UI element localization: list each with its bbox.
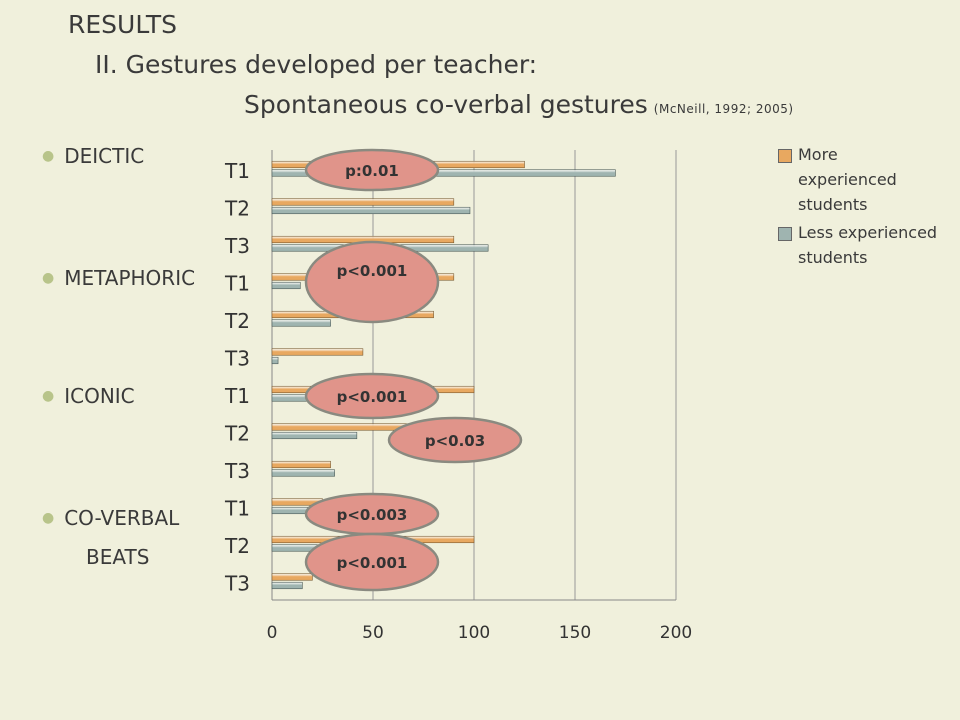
category-label: ICONIC: [64, 384, 135, 408]
slide-title: RESULTS: [68, 10, 177, 39]
category-deictic: ● DEICTIC: [42, 144, 144, 168]
x-tick-label: 150: [559, 623, 591, 643]
y-tick-label: T3: [224, 571, 250, 595]
y-tick-label: T1: [224, 384, 250, 408]
x-tick-label: 200: [660, 623, 692, 643]
y-tick-label: T1: [224, 496, 250, 520]
bar-less: [271, 281, 301, 290]
citation: (McNeill, 1992; 2005): [653, 102, 794, 116]
y-tick-label: T3: [224, 346, 250, 370]
category-label: DEICTIC: [64, 144, 145, 168]
p-value-label: p<0.001: [337, 554, 408, 572]
legend-label-less: Less experienced students: [798, 223, 938, 267]
p-value-label: p<0.001: [337, 262, 408, 280]
bullet-icon: ●: [42, 270, 55, 286]
bar-less: [271, 581, 303, 590]
slide-subtitle-2: Spontaneous co-verbal gestures (McNeill, …: [244, 90, 794, 119]
category-co-verbal: ● CO-VERBAL: [42, 506, 179, 530]
y-tick-label: T2: [224, 534, 250, 558]
p-value-ellipse: [304, 372, 440, 420]
y-tick-label: T1: [224, 271, 250, 295]
p-value-ellipse: [387, 416, 523, 464]
bullet-icon: ●: [42, 148, 55, 164]
bar-less: [271, 431, 358, 440]
category-label: BEATS: [86, 545, 150, 569]
bar-less: [271, 319, 331, 327]
subtitle-text: Spontaneous co-verbal gestures: [244, 90, 648, 119]
p-value-label: p:0.01: [345, 162, 399, 180]
category-metaphoric: ● METAPHORIC: [42, 266, 195, 290]
y-tick-label: T3: [224, 459, 250, 483]
legend-swatch-less: [778, 227, 792, 241]
bar-less: [271, 169, 616, 177]
x-tick-label: 100: [458, 623, 490, 643]
y-tick-label: T2: [224, 309, 250, 333]
legend-swatch-more: [778, 149, 792, 163]
bullet-icon: ●: [42, 510, 55, 526]
y-tick-label: T2: [224, 196, 250, 220]
bar-more: [271, 198, 455, 206]
p-value-label: p<0.003: [337, 506, 408, 524]
p-value-ellipse: [304, 240, 440, 324]
legend-label-more: More experienced students: [798, 145, 897, 214]
y-tick-label: T2: [224, 421, 250, 445]
x-tick-label: 0: [267, 623, 278, 643]
bar-less: [271, 356, 279, 365]
category-label: METAPHORIC: [64, 266, 196, 290]
category-iconic: ● ICONIC: [42, 384, 135, 408]
p-value-label: p<0.03: [425, 432, 485, 450]
bullet-icon: ●: [42, 388, 55, 404]
category-label: CO-VERBAL: [64, 506, 180, 530]
category-beats: BEATS: [86, 545, 149, 569]
y-tick-label: T1: [224, 159, 250, 183]
bar-less: [271, 469, 335, 477]
bar-more: [271, 348, 364, 356]
p-value-label: p<0.001: [337, 388, 408, 406]
bar-more: [271, 573, 313, 581]
x-tick-label: 50: [362, 623, 384, 643]
bar-more: [271, 460, 331, 469]
slide-subtitle: II. Gestures developed per teacher:: [95, 50, 538, 79]
p-value-ellipse: [304, 532, 440, 592]
y-tick-label: T3: [224, 234, 250, 258]
p-value-ellipse: [304, 148, 440, 192]
bar-less: [271, 206, 471, 215]
